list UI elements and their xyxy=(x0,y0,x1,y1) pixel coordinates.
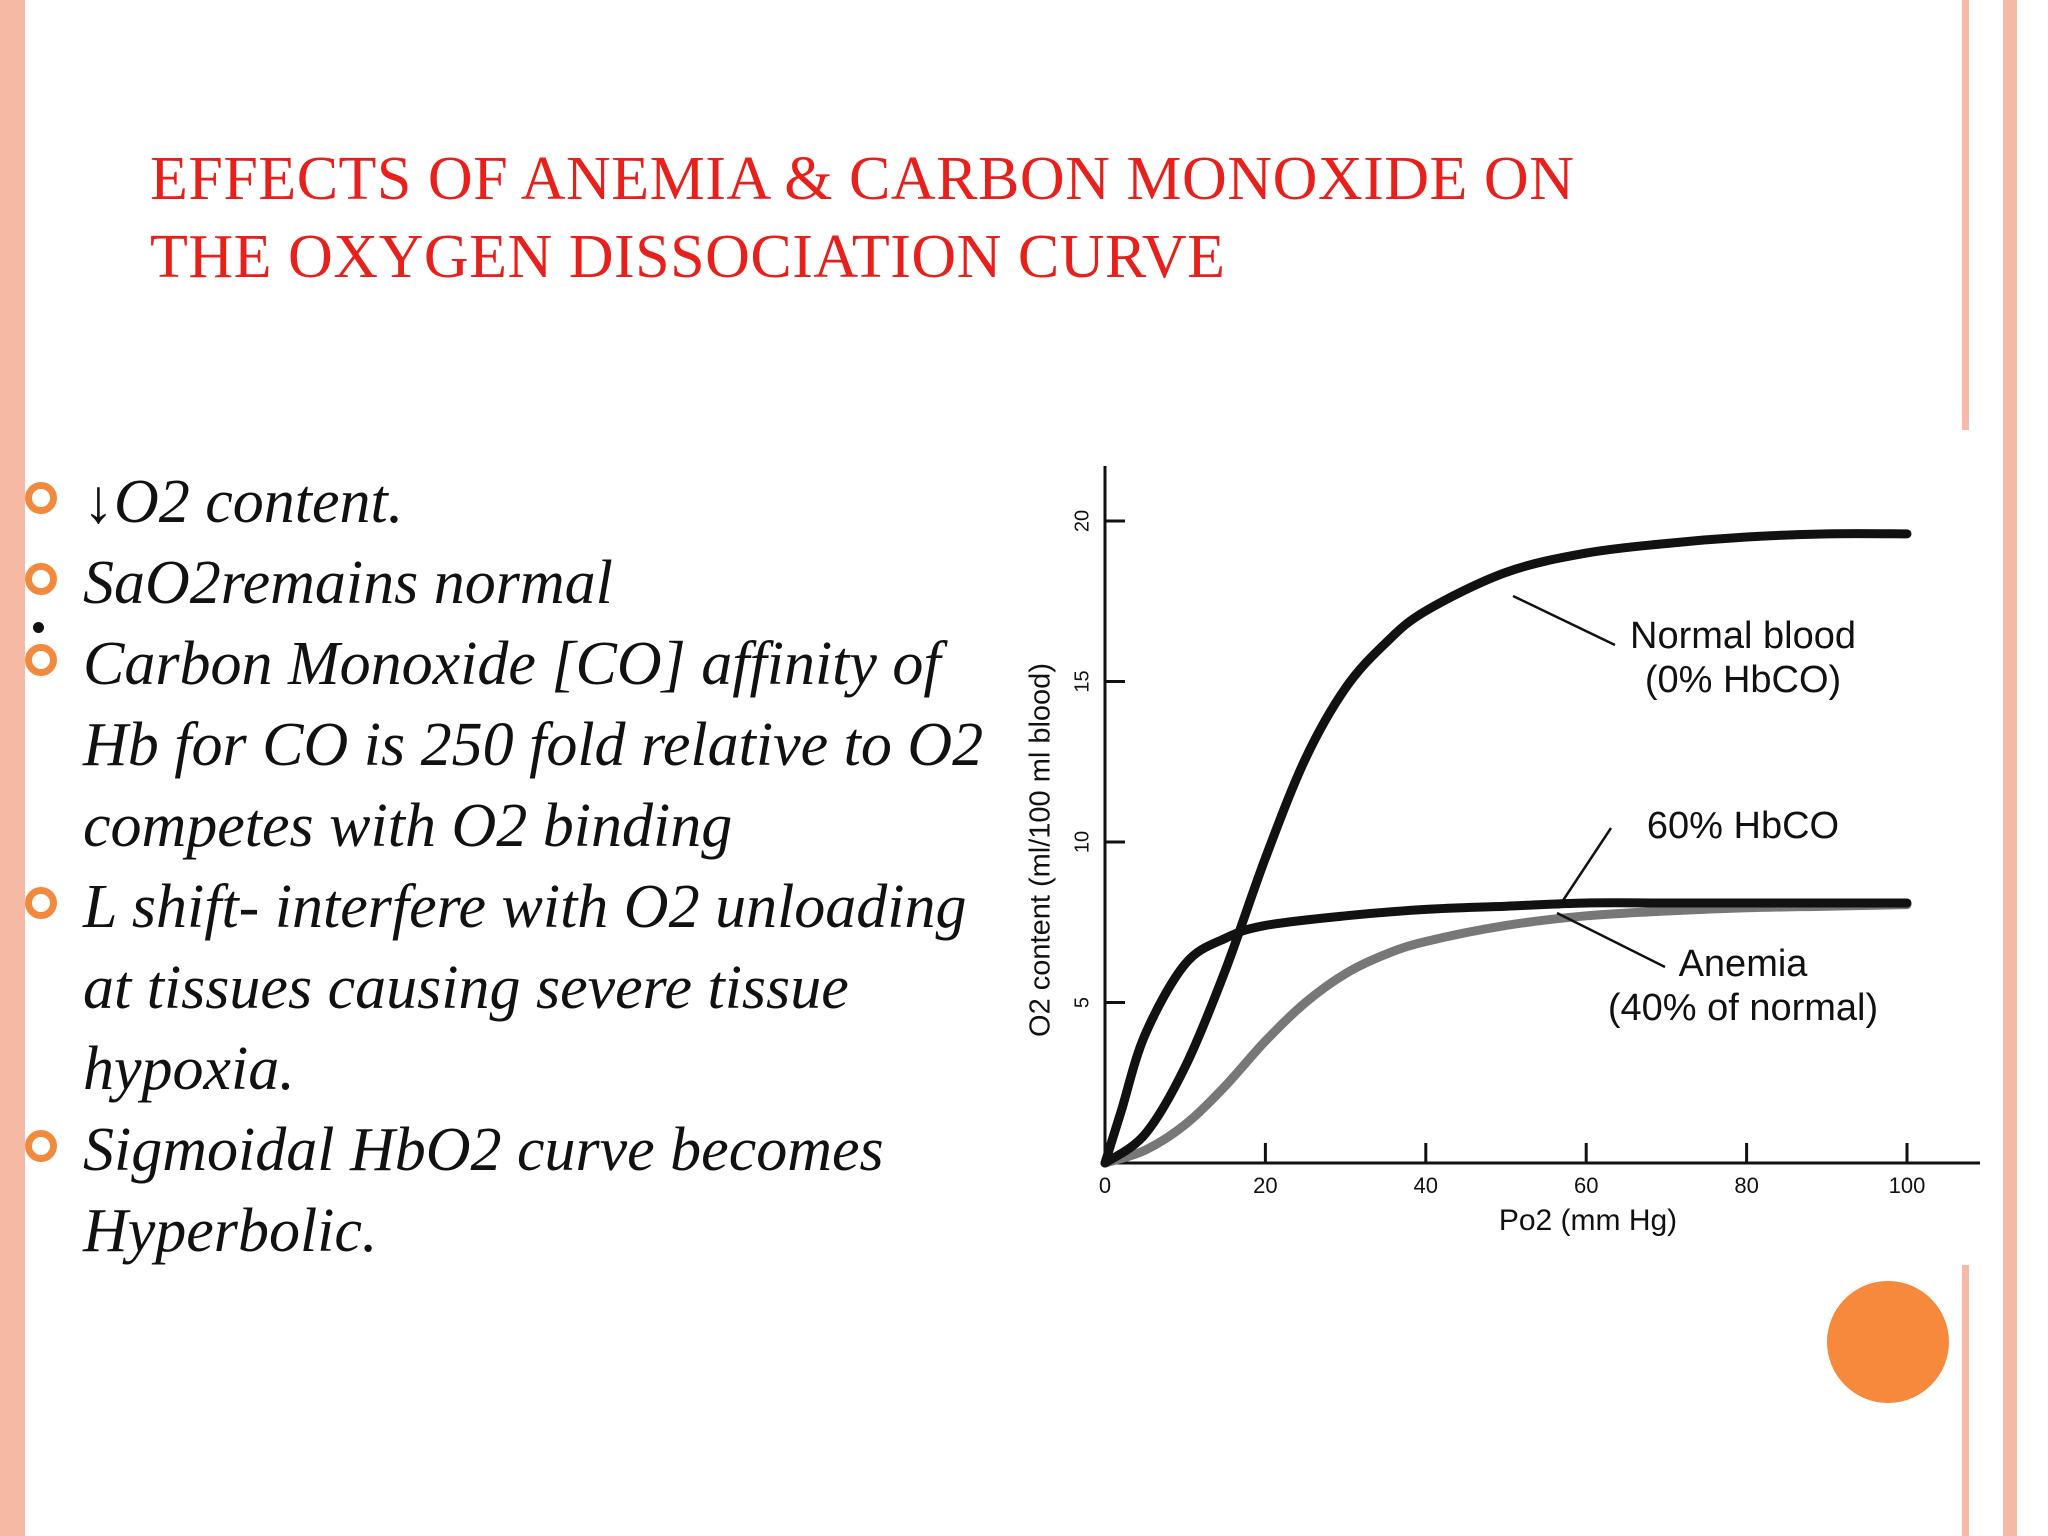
y-axis-title: O2 content (ml/100 ml blood) xyxy=(1025,663,1057,1037)
bullet-item: Sigmoidal HbO2 curve becomes Hyperbolic. xyxy=(20,1110,1000,1272)
bullet-item: Carbon Monoxide [CO] affinity of Hb for … xyxy=(20,624,1000,867)
bullet-list: ↓O2 content. SaO2remains normal Carbon M… xyxy=(20,462,1000,1272)
x-tick-label: 100 xyxy=(1889,1173,1926,1198)
bullet-text: ↓O2 content. xyxy=(83,468,404,536)
slide-title-line-1: EFFECTS OF ANEMIA & CARBON MONOXIDE ON xyxy=(150,145,1575,213)
annotation-label-normal-blood: Normal blood xyxy=(1630,615,1856,657)
bullet-ring-icon xyxy=(25,1130,57,1162)
annotation-label-normal-blood: (0% HbCO) xyxy=(1645,659,1841,701)
right-frame-bar xyxy=(2003,0,2017,1536)
stray-bullet-dot xyxy=(33,622,44,633)
annotation-leader-60-hbco xyxy=(1556,827,1613,909)
oxygen-dissociation-chart: 0 20 40 60 80 100 5 10 15 20 Po2 (mm Hg) O2 content… xyxy=(1025,466,1980,1237)
series-line-anemia xyxy=(1100,900,1912,1168)
bullet-item: ↓O2 content. xyxy=(20,462,1000,543)
right-frame-line-lower xyxy=(1962,1265,1969,1536)
bullet-text: Sigmoidal HbO2 curve becomes Hyperbolic. xyxy=(83,1116,884,1265)
x-tick-label: 20 xyxy=(1253,1173,1277,1198)
slide-title: EFFECTS OF ANEMIA & CARBON MONOXIDE ON T… xyxy=(150,140,1800,296)
bullet-ring-icon xyxy=(25,482,57,514)
bullet-item: SaO2remains normal xyxy=(20,543,1000,624)
bullet-ring-icon xyxy=(25,563,57,595)
x-tick-label: 40 xyxy=(1414,1173,1438,1198)
x-axis-title: Po2 (mm Hg) xyxy=(1499,1204,1677,1237)
annotation-label-anemia: Anemia xyxy=(1679,943,1809,985)
y-tick-label: 15 xyxy=(1071,670,1093,692)
annotation-leader-anemia xyxy=(1556,911,1666,969)
y-tick-label: 20 xyxy=(1071,510,1093,532)
series-line-60-hbco xyxy=(1100,898,1912,1168)
bullet-item: L shift- interfere with O2 unloading at … xyxy=(20,867,1000,1110)
bullet-ring-icon xyxy=(25,644,57,676)
decorative-orange-circle xyxy=(1827,1281,1949,1403)
right-frame-line xyxy=(1962,0,1969,430)
x-tick-label: 80 xyxy=(1734,1173,1758,1198)
annotation-label-anemia: (40% of normal) xyxy=(1608,987,1878,1029)
x-tick-label: 60 xyxy=(1574,1173,1598,1198)
bullet-text: L shift- interfere with O2 unloading at … xyxy=(83,873,967,1103)
bullet-ring-icon xyxy=(25,887,57,919)
bullet-text: Carbon Monoxide [CO] affinity of Hb for … xyxy=(83,630,984,860)
x-tick-label: 0 xyxy=(1099,1173,1111,1198)
series-line-normal-blood xyxy=(1100,529,1912,1168)
annotation-leader-normal xyxy=(1512,594,1616,647)
annotation-label-60-hbco: 60% HbCO xyxy=(1647,805,1839,847)
slide-title-line-2: THE OXYGEN DISSOCIATION CURVE xyxy=(150,223,1226,291)
y-tick-label: 10 xyxy=(1071,831,1093,853)
left-frame-bar xyxy=(0,0,25,1536)
y-tick-label: 5 xyxy=(1071,997,1093,1008)
bullet-text: SaO2remains normal xyxy=(83,549,613,617)
